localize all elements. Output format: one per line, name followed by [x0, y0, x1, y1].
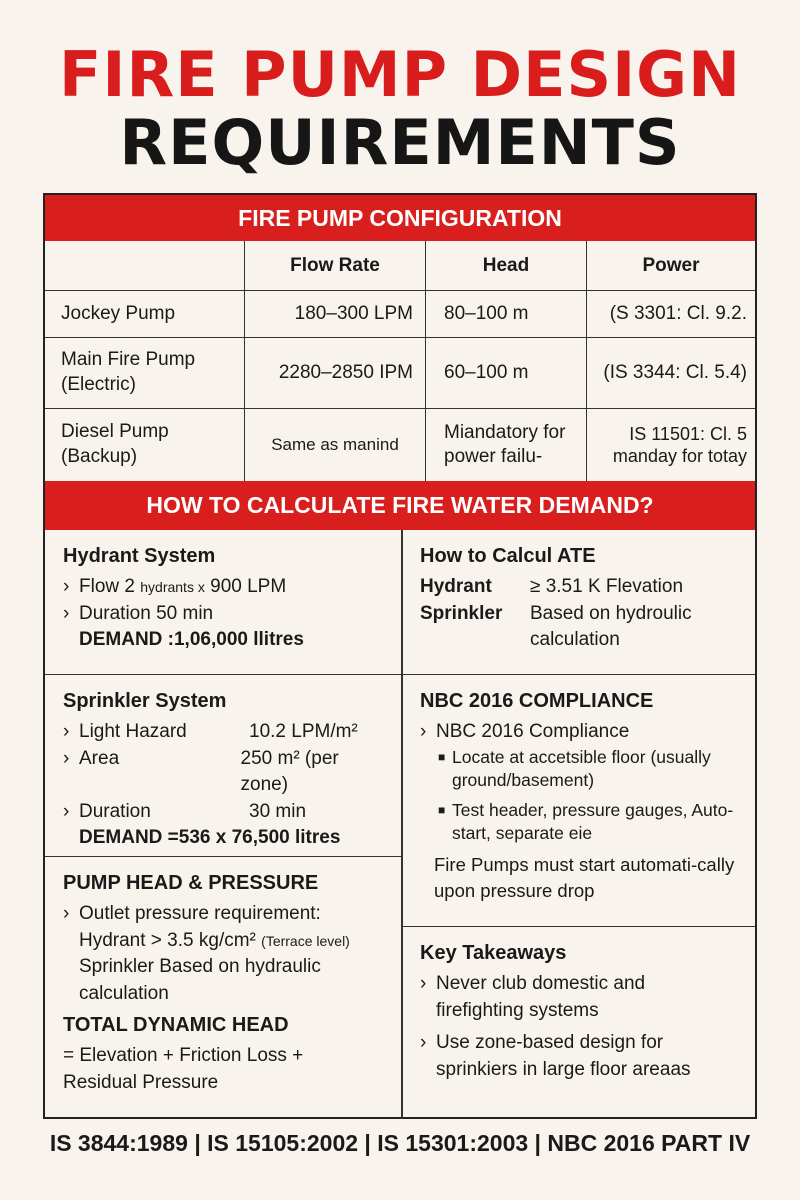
- row-head: 60–100 m: [426, 338, 587, 409]
- sprinkler-label: Sprinkler: [420, 602, 503, 624]
- nbc-item: NBC 2016 Compliance: [436, 721, 630, 742]
- config-banner: FIRE PUMP CONFIGURATION: [45, 195, 755, 241]
- section-title: PUMP HEAD & PRESSURE: [63, 872, 319, 894]
- row-power: (S 3301: Cl. 9.2.: [587, 291, 755, 338]
- flow-label: Flow 2: [79, 576, 135, 597]
- hydrant-pressure-note: (Terrace level): [261, 932, 350, 949]
- sprinkler-demand: DEMAND =536 x 76,500 litres: [79, 827, 341, 849]
- col-header-power: Power: [587, 241, 755, 291]
- bullet-text: Test header, pressure gauges, Auto-start…: [452, 799, 734, 844]
- sprinkler-value: Based on hydroulic calculation: [530, 602, 692, 651]
- tdh-title: TOTAL DYNAMIC HEAD: [63, 1014, 289, 1037]
- title-line-2: REQUIREMENTS: [119, 106, 681, 179]
- row-name: Jockey Pump: [45, 291, 245, 338]
- pump-head-section: PUMP HEAD & PRESSURE › Outlet pressure re…: [45, 857, 402, 1119]
- row-head: 80–100 m: [426, 291, 587, 338]
- takeaway-item: Never club domestic and firefighting sys…: [436, 973, 646, 1021]
- item-value: 250 m² (per zone): [240, 747, 339, 796]
- hydrant-value: ≥ 3.51 K Flevation: [530, 576, 684, 597]
- section-title: Sprinkler System: [63, 690, 227, 712]
- item-value: 10.2 LPM/m²: [249, 721, 358, 742]
- row-power: (IS 3344: Cl. 5.4): [587, 338, 755, 409]
- section-title: How to Calcul ATE: [420, 545, 596, 567]
- item-label: Light Hazard: [79, 721, 187, 742]
- item-label: Duration: [79, 800, 151, 822]
- nbc-note: Fire Pumps must start automati-cally upo…: [434, 854, 735, 901]
- bullet-icon: ■: [438, 749, 446, 764]
- row-name: Main Fire Pump (Electric): [45, 338, 245, 409]
- section-title: Key Takeaways: [420, 942, 567, 964]
- key-takeaways-section: Key Takeaways › Never club domestic and f…: [402, 927, 755, 1119]
- row-power: IS 11501: Cl. 5 manday for totay: [612, 423, 747, 467]
- takeaway-item: Use zone-based design for sprinkiers in …: [436, 1032, 691, 1080]
- hydrant-pressure: Hydrant > 3.5 kg/cm²: [79, 929, 256, 951]
- demand-banner: HOW TO CALCULATE FIRE WATER DEMAND?: [45, 481, 755, 530]
- bullet-text: Locate at accetsible floor (usually grou…: [452, 746, 711, 791]
- item-value: 30 min: [249, 800, 307, 822]
- title-line-1: FIRE PUMP DESIGN: [59, 38, 741, 111]
- hydrant-system-section: Hydrant System › Flow 2 hydrants x 900 LP…: [45, 530, 402, 675]
- row-name: Diesel Pump (Backup): [45, 409, 245, 481]
- row-flow: Same as manind: [245, 409, 426, 481]
- item-label: Area: [79, 747, 120, 769]
- flow-small: hydrants x: [140, 579, 205, 595]
- row-flow: 180–300 LPM: [245, 291, 426, 338]
- col-header-flow: Flow Rate: [245, 241, 426, 291]
- outlet-item: Outlet pressure requirement:: [79, 903, 321, 924]
- col-header-head: Head: [426, 241, 587, 291]
- bullet-icon: ■: [438, 802, 446, 817]
- how-to-calculate-section: How to Calcul ATE Hydrant ≥ 3.51 K Flevat…: [402, 530, 755, 675]
- tdh-formula: = Elevation + Friction Loss + Residual P…: [63, 1045, 304, 1093]
- section-title: Hydrant System: [63, 545, 216, 567]
- row-head: Miandatory for power failu-: [426, 409, 587, 481]
- hydrant-label: Hydrant: [420, 576, 492, 597]
- flow-value: 900 LPM: [210, 576, 287, 597]
- standards-footer: IS 3844:1989 | IS 15105:2002 | IS 15301:…: [49, 1130, 751, 1156]
- content-box: FIRE PUMP CONFIGURATION Flow Rate Head P…: [43, 193, 757, 1119]
- col-header-blank: [45, 241, 245, 291]
- duration: Duration 50 min: [79, 602, 214, 624]
- hydrant-demand: DEMAND :1,06,000 llitres: [79, 629, 304, 651]
- nbc-compliance-section: NBC 2016 COMPLIANCE › NBC 2016 Compliance…: [402, 675, 755, 927]
- section-title: NBC 2016 COMPLIANCE: [420, 690, 654, 712]
- row-flow: 2280–2850 IPM: [245, 338, 426, 409]
- sprinkler-system-section: Sprinkler System › Light Hazard 10.2 LPM/m…: [45, 675, 402, 857]
- sprinkler-pressure: Sprinkler Based on hydraulic calculation: [79, 956, 321, 1004]
